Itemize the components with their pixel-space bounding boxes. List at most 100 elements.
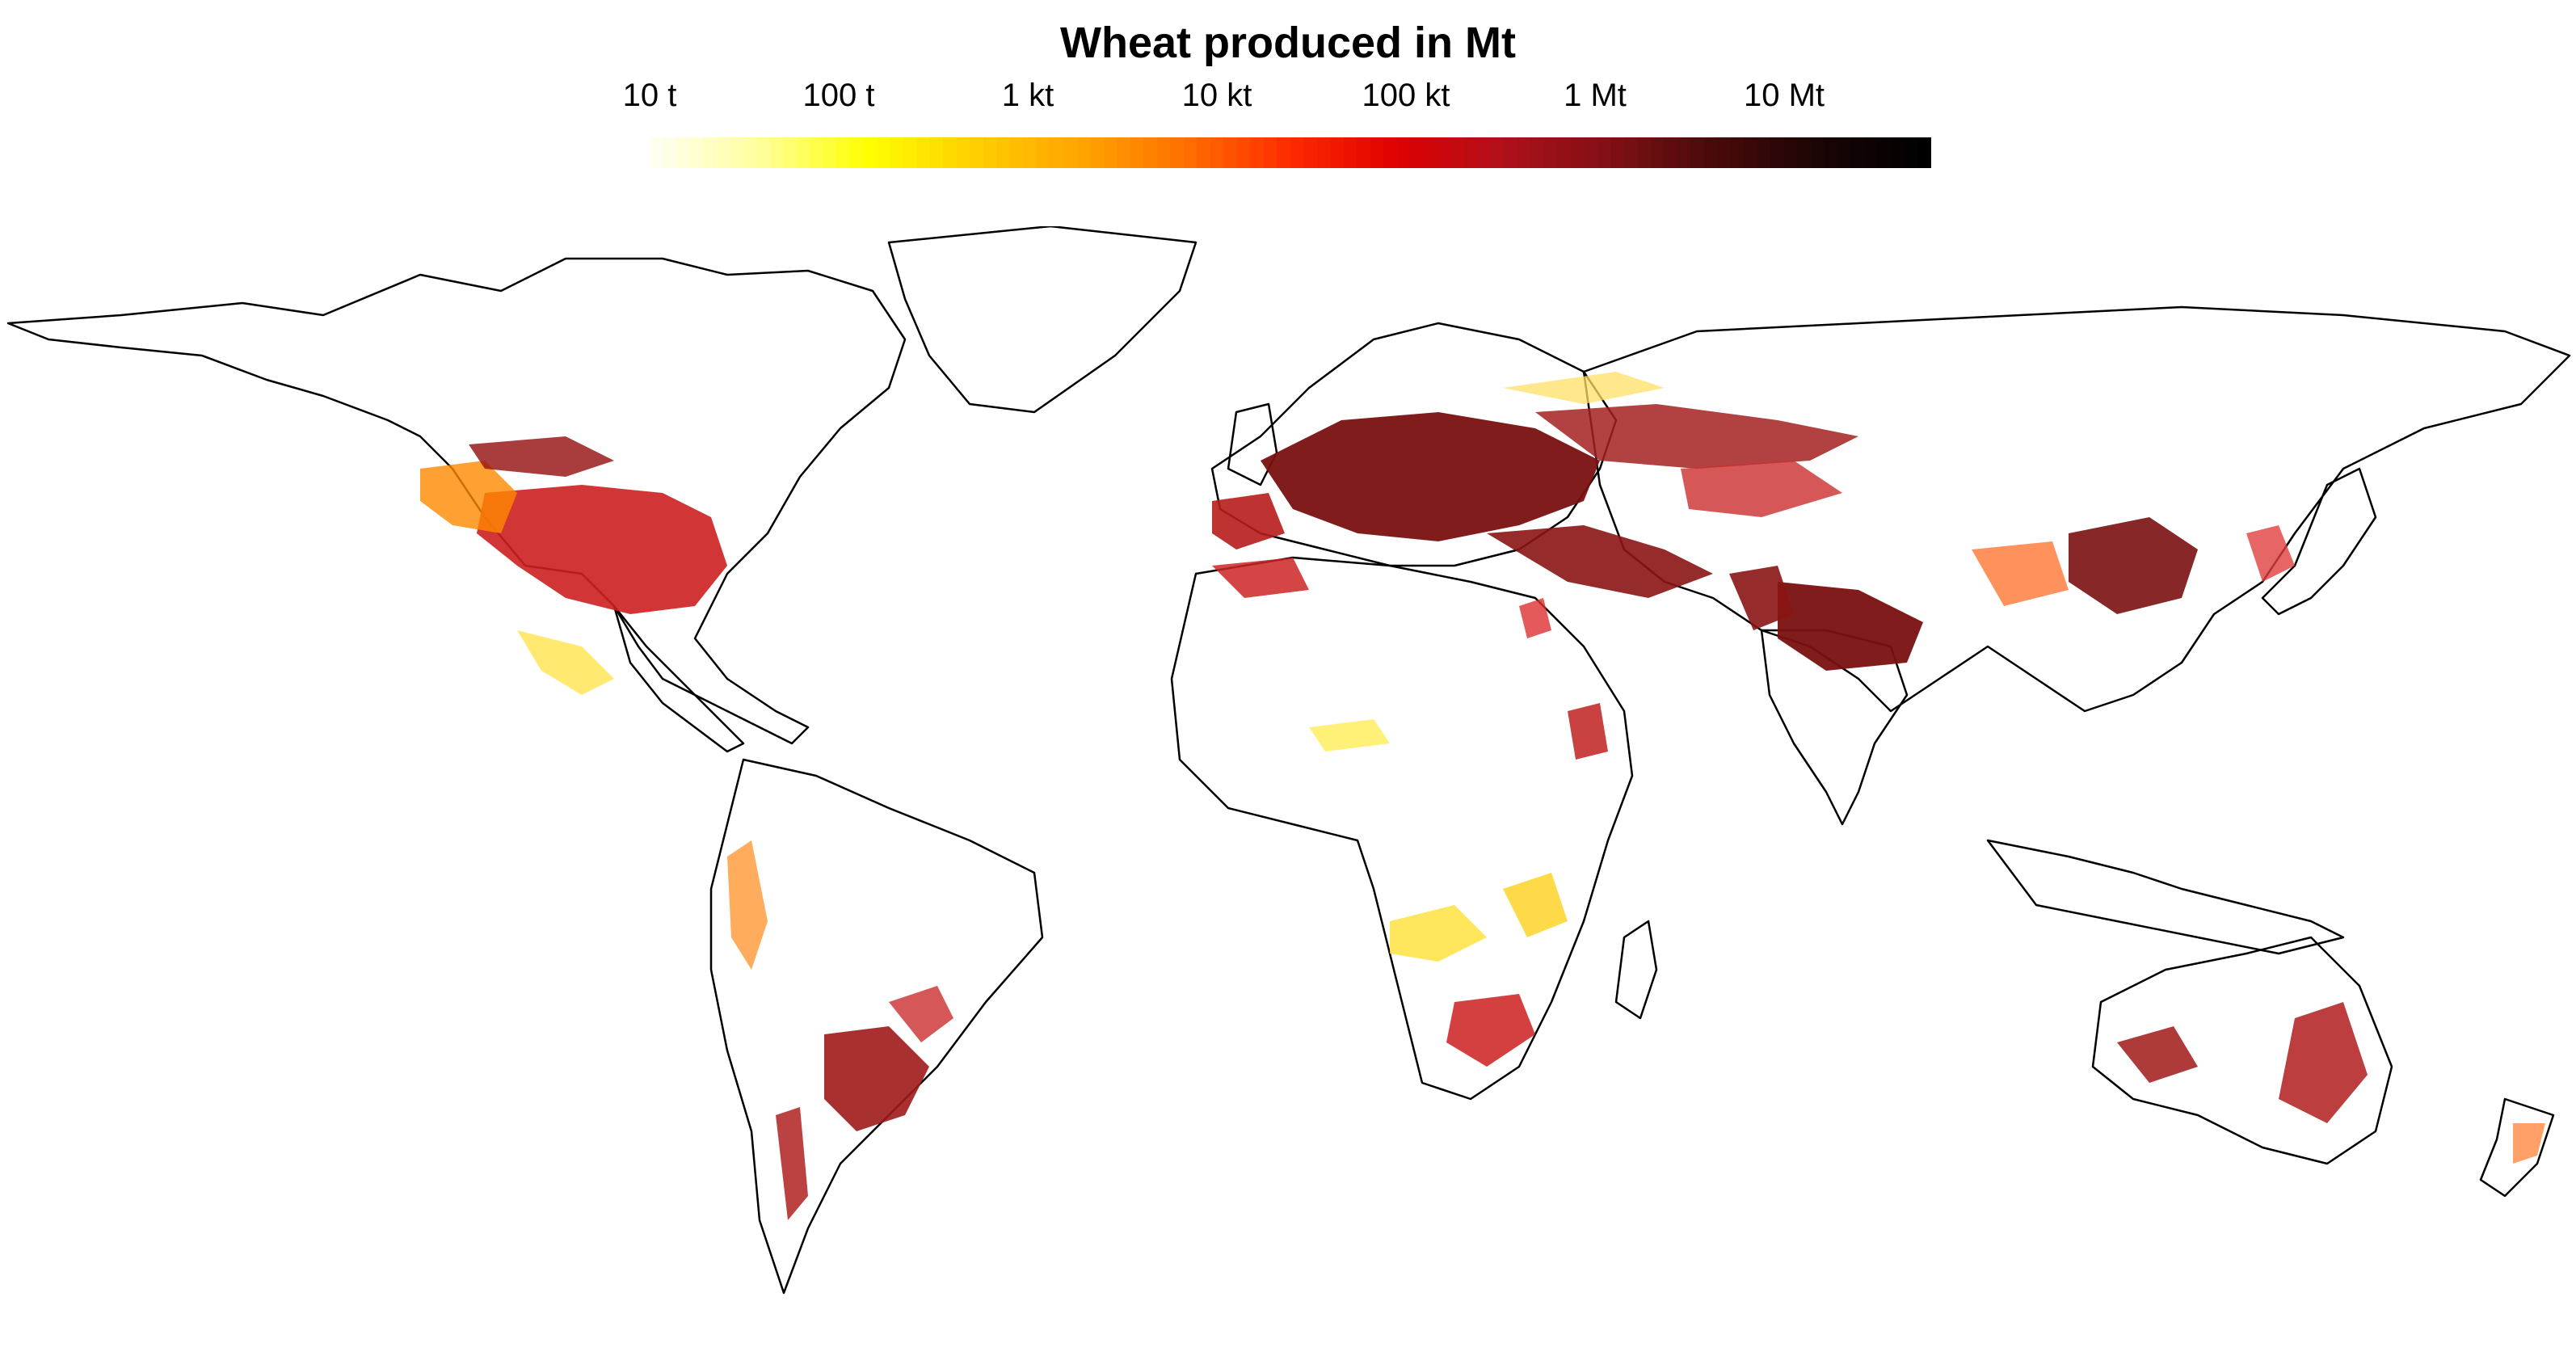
europe-outline xyxy=(1210,322,1618,567)
colorbar-segment xyxy=(1717,137,1731,168)
colorbar-segment xyxy=(1383,137,1397,168)
north-america-outline xyxy=(6,257,907,745)
legend-tick-100kt: 100 kt xyxy=(1362,78,1450,113)
colorbar-segment xyxy=(1277,137,1290,168)
region-morocco-algeria xyxy=(1212,558,1309,598)
colorbar-segment xyxy=(1677,137,1691,168)
region-india-gangetic xyxy=(1778,582,1923,671)
colorbar-segment xyxy=(903,137,917,168)
colorbar-segment xyxy=(1250,137,1264,168)
colorbar-segment xyxy=(849,137,864,168)
colorbar-segment xyxy=(703,137,717,168)
colorbar-segment xyxy=(1236,137,1251,168)
colorbar-segment xyxy=(1783,137,1798,168)
colorbar-segment xyxy=(1637,137,1651,168)
region-turkey-iran xyxy=(1487,525,1713,598)
colorbar-segment xyxy=(916,137,930,168)
new-zealand-outline xyxy=(2479,1097,2555,1198)
colorbar-segment xyxy=(863,137,877,168)
colorbar-segment xyxy=(1850,137,1864,168)
colorbar-segment xyxy=(1396,137,1411,168)
land-outlines xyxy=(6,226,2571,1295)
legend-tick-1Mt: 1 Mt xyxy=(1564,78,1627,113)
colorbar-segment xyxy=(1437,137,1450,168)
colorbar-segment xyxy=(1183,137,1198,168)
colorbar-segment xyxy=(1810,137,1825,168)
colorbar-segment xyxy=(650,137,663,168)
colorbar-segment xyxy=(1570,137,1585,168)
colorbar-segment xyxy=(730,137,743,168)
colorbar-segment xyxy=(1063,137,1077,168)
region-chile-high xyxy=(776,1107,808,1220)
colorbar-segment xyxy=(1770,137,1784,168)
region-iberia xyxy=(1212,493,1285,549)
colorbar-segment xyxy=(743,137,757,168)
colorbar-segment xyxy=(1476,137,1491,168)
south-america-outline xyxy=(709,758,1044,1295)
colorbar-segment xyxy=(943,137,957,168)
colorbar-segment xyxy=(1263,137,1277,168)
colorbar-segment xyxy=(1703,137,1718,168)
region-china-north xyxy=(2069,517,2198,614)
colorbar-segment xyxy=(1490,137,1504,168)
colorbar-segment xyxy=(956,137,970,168)
colorbar-segment xyxy=(1904,137,1917,168)
colorbar-segment xyxy=(823,137,837,168)
colorbar-segment xyxy=(1197,137,1210,168)
colorbar-segment xyxy=(1824,137,1837,168)
legend-tick-10kt: 10 kt xyxy=(1181,78,1252,113)
region-argentina-high xyxy=(824,1026,929,1131)
colorbar-segment xyxy=(676,137,690,168)
colorbar-segment xyxy=(1156,137,1171,168)
region-north-russia-low xyxy=(1503,372,1665,404)
region-europe-high xyxy=(1261,412,1600,541)
colorbar-segment xyxy=(1316,137,1331,168)
colorbar-segment xyxy=(1757,137,1771,168)
colorbar-segment xyxy=(1036,137,1050,168)
colorbar-segment xyxy=(1330,137,1344,168)
central-america-outline xyxy=(612,604,745,753)
colorbar-segment xyxy=(1103,137,1118,168)
colorbar-segment xyxy=(1117,137,1130,168)
colorbar-segment xyxy=(1863,137,1878,168)
region-sahel-low xyxy=(1309,719,1390,752)
colorbar-segment xyxy=(1130,137,1144,168)
colorbar-segment xyxy=(1623,137,1638,168)
colorbar-segment xyxy=(1610,137,1624,168)
colorbar-segment xyxy=(1210,137,1224,168)
region-central-asia xyxy=(1681,461,1842,517)
colorbar-segment xyxy=(1450,137,1464,168)
colorbar-segment xyxy=(1517,137,1531,168)
region-south-africa xyxy=(1446,994,1535,1067)
colorbar-segment xyxy=(1170,137,1184,168)
legend-tick-10t: 10 t xyxy=(622,78,677,113)
colorbar-segment xyxy=(1744,137,1757,168)
japan-outline xyxy=(2261,467,2377,616)
colorbar-segment xyxy=(1797,137,1811,168)
colorbar-segment xyxy=(1664,137,1677,168)
madagascar-outline xyxy=(1614,920,1658,1020)
colorbar-segment xyxy=(876,137,890,168)
world-map xyxy=(6,226,2571,1295)
colorbar-segment xyxy=(1023,137,1037,168)
colorbar-segment xyxy=(663,137,677,168)
colorbar-segment xyxy=(1076,137,1091,168)
colorbar-segment xyxy=(1530,137,1544,168)
region-north-america-wheat xyxy=(477,485,727,614)
region-new-zealand xyxy=(2513,1123,2545,1164)
colorbar-segment xyxy=(1009,137,1024,168)
colorbar-segment xyxy=(1090,137,1104,168)
region-mexico-low xyxy=(517,630,614,695)
colorbar-segment xyxy=(1423,137,1437,168)
colorbar-segment xyxy=(1410,137,1424,168)
colorbar xyxy=(650,137,1931,168)
colorbar-segment xyxy=(1650,137,1665,168)
colorbar-segment xyxy=(1917,137,1931,168)
region-north-america-low xyxy=(420,461,517,533)
legend-tick-10Mt: 10 Mt xyxy=(1743,78,1825,113)
colorbar-segment xyxy=(1877,137,1891,168)
region-canada-prairies xyxy=(469,436,614,477)
colorbar-segment xyxy=(929,137,944,168)
colorbar-segment xyxy=(1290,137,1304,168)
africa-outline xyxy=(1170,556,1634,1101)
